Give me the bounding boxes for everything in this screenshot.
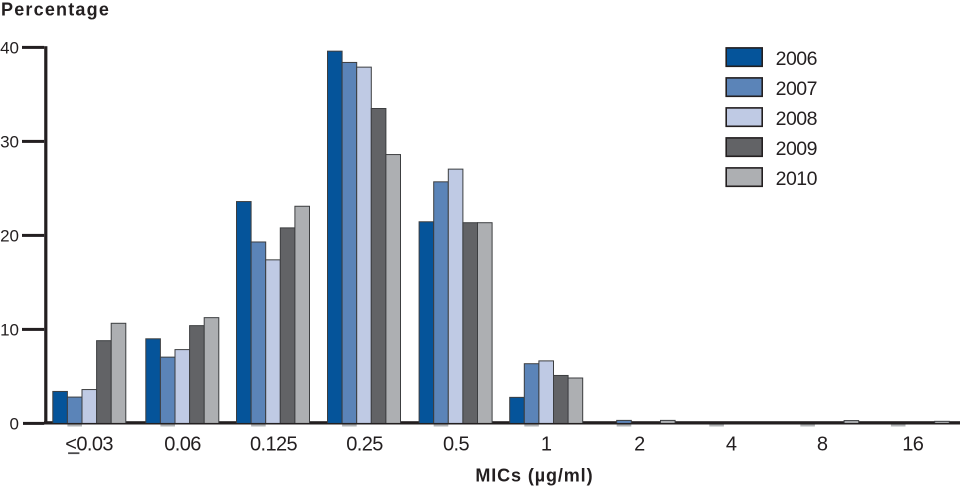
svg-text:2008: 2008 — [776, 108, 817, 130]
svg-text:0: 0 — [10, 414, 19, 433]
svg-text:2006: 2006 — [776, 48, 817, 70]
svg-text:MICs (µg/ml): MICs (µg/ml) — [475, 466, 593, 486]
svg-text:2: 2 — [634, 434, 645, 456]
svg-text:10: 10 — [0, 320, 19, 339]
svg-text:4: 4 — [726, 434, 737, 456]
svg-text:<0.03: <0.03 — [65, 434, 113, 456]
svg-text:2007: 2007 — [776, 78, 817, 100]
svg-text:Percentage: Percentage — [1, 0, 110, 20]
svg-text:8: 8 — [817, 434, 828, 456]
svg-text:16: 16 — [902, 434, 924, 456]
svg-text:2009: 2009 — [776, 138, 817, 160]
svg-text:40: 40 — [0, 38, 19, 57]
svg-text:1: 1 — [541, 434, 552, 456]
svg-text:0.5: 0.5 — [443, 434, 469, 456]
svg-text:30: 30 — [0, 132, 19, 151]
svg-text:20: 20 — [0, 226, 19, 245]
svg-text:0.25: 0.25 — [346, 434, 383, 456]
svg-text:2010: 2010 — [776, 168, 818, 190]
svg-text:0.125: 0.125 — [250, 434, 298, 456]
svg-text:0.06: 0.06 — [164, 434, 201, 456]
